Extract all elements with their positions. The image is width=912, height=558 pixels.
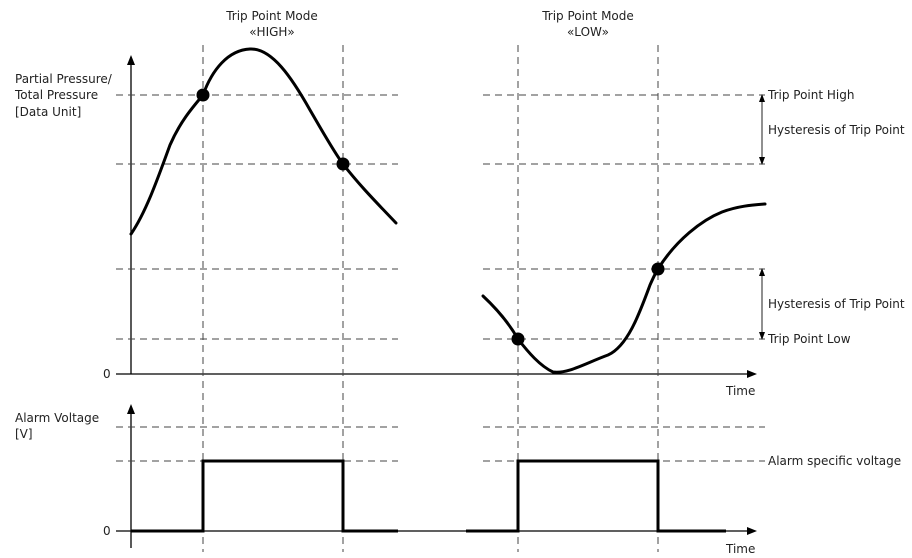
alarm-pulse-low-mode <box>466 459 726 533</box>
hysteresis-low-label: Hysteresis of Trip Point <box>768 297 905 311</box>
voltage-time-label: Time <box>725 542 755 556</box>
trip-point-high-label: Trip Point High <box>767 88 854 102</box>
trip-point-marker <box>336 157 350 171</box>
pressure-curve-low-mode <box>481 202 767 374</box>
mode-high-title-line1: Trip Point Mode <box>225 9 318 23</box>
hysteresis-high-label: Hysteresis of Trip Point <box>768 123 905 137</box>
pressure-curve-high-mode <box>129 47 398 236</box>
mode-high-title-line2: «HIGH» <box>249 25 295 39</box>
pressure-axis-label-line1: Partial Pressure/ <box>15 72 113 86</box>
pressure-time-label: Time <box>725 384 755 398</box>
alarm-voltage-label: Alarm specific voltage <box>768 454 901 468</box>
alarm-pulse-high-mode <box>131 459 398 533</box>
mode-low-title-line2: «LOW» <box>567 25 609 39</box>
pressure-axis-zero: 0 <box>103 367 111 381</box>
trip-point-low-label: Trip Point Low <box>767 332 851 346</box>
trip-point-marker <box>651 262 665 276</box>
voltage-axis-label-line1: Alarm Voltage <box>15 411 99 425</box>
pressure-axis-label-line3: [Data Unit] <box>15 105 81 119</box>
voltage-axis-label-line2: [V] <box>15 427 33 441</box>
voltage-axis-zero: 0 <box>103 524 111 538</box>
mode-low-title-line1: Trip Point Mode <box>541 9 634 23</box>
trip-point-marker <box>511 332 525 346</box>
trip-point-marker <box>196 88 210 102</box>
pressure-axis-label-line2: Total Pressure <box>14 88 98 102</box>
